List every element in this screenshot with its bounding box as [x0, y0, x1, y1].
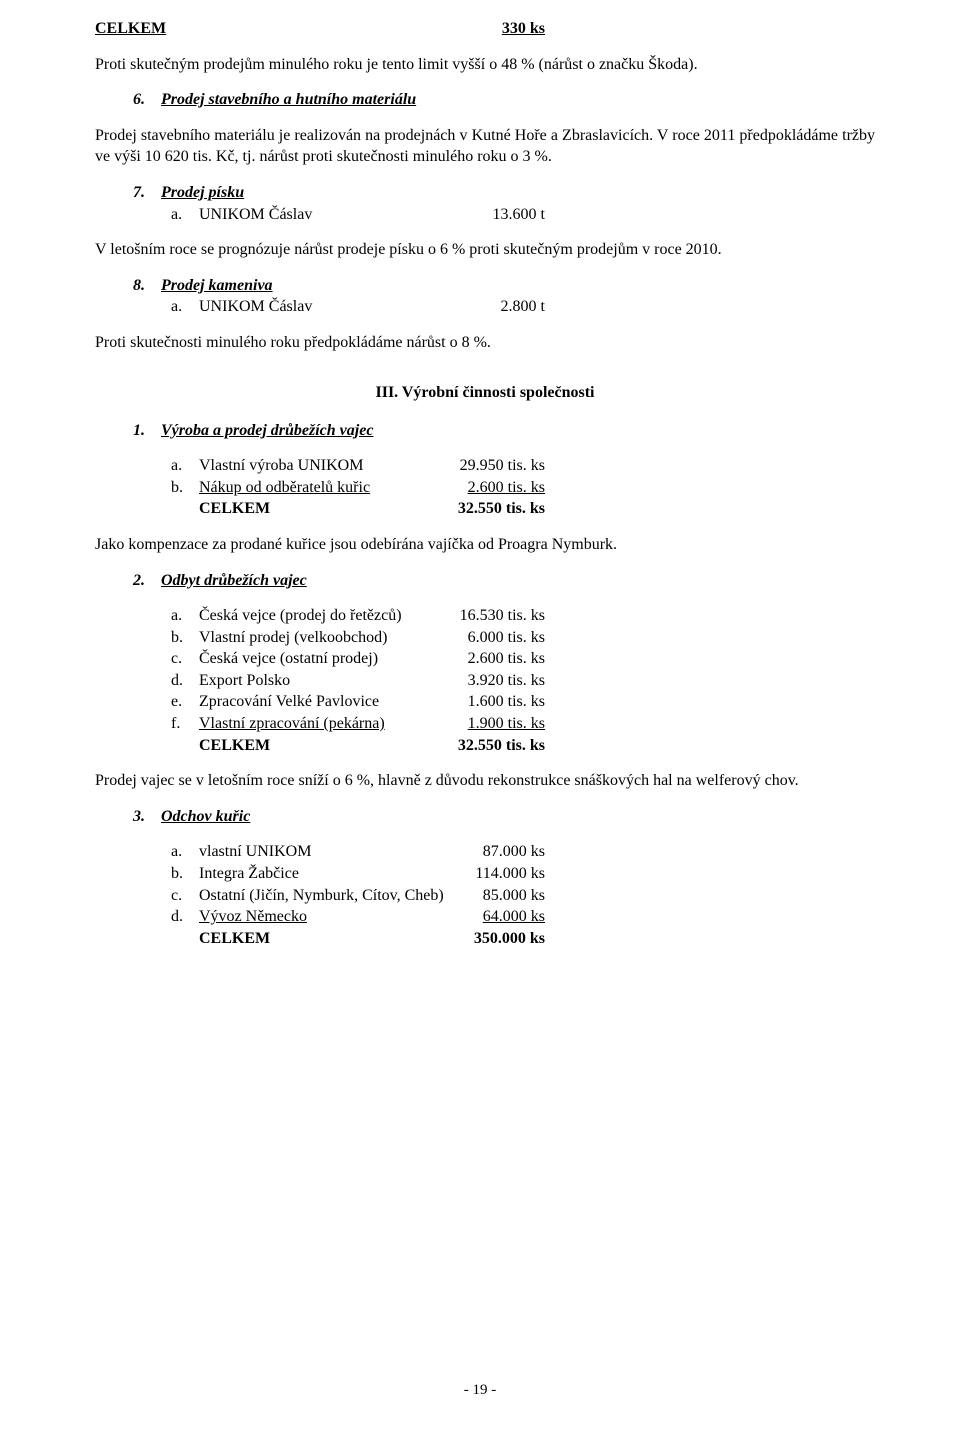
sub3-row-idx: c.: [171, 885, 199, 907]
sub1-title: Výroba a prodej drůbežích vajec: [161, 420, 373, 442]
sub1-total-value: 32.550 tis. ks: [458, 498, 545, 520]
sub2-row: d.Export Polsko 3.920 tis. ks: [171, 670, 875, 692]
sub3-total-value: 350.000 ks: [474, 928, 545, 950]
section-8-item-label: UNIKOM Čáslav: [199, 296, 312, 318]
sub1: 1. Výroba a prodej drůbežích vajec: [95, 420, 875, 442]
sub2: 2. Odbyt drůbežích vajec: [95, 570, 875, 592]
sub2-total-label: CELKEM: [199, 735, 270, 757]
sub3-row-label: Integra Žabčice: [199, 863, 299, 885]
sub1-row: b.Nákup od odběratelů kuřic 2.600 tis. ks: [171, 477, 875, 499]
sub1-row-idx: b.: [171, 477, 199, 499]
sub2-row-value: 16.530 tis. ks: [460, 605, 545, 627]
page-number: - 19 -: [0, 1382, 960, 1399]
section-8-num: 8.: [133, 275, 161, 297]
sub2-para: Prodej vajec se v letošním roce sníží o …: [95, 770, 875, 792]
sub2-row-label: Česká vejce (ostatní prodej): [199, 648, 378, 670]
sub2-row-idx: f.: [171, 713, 199, 735]
sub3-row: c.Ostatní (Jičín, Nymburk, Cítov, Cheb) 8…: [171, 885, 875, 907]
section-6-title: Prodej stavebního a hutního materiálu: [161, 89, 416, 111]
sub1-row-value: 2.600 tis. ks: [468, 477, 545, 499]
section-7: 7. Prodej písku: [95, 182, 875, 204]
sub2-row-label: Zpracování Velké Pavlovice: [199, 691, 379, 713]
sub3-row-label: Vývoz Německo: [199, 906, 307, 928]
sub3-row-idx: b.: [171, 863, 199, 885]
section-7-item-value: 13.600 t: [493, 204, 545, 226]
sub2-row-value: 1.600 tis. ks: [468, 691, 545, 713]
sub2-num: 2.: [133, 570, 161, 592]
sub2-row: e.Zpracování Velké Pavlovice 1.600 tis. k…: [171, 691, 875, 713]
sub1-row-value: 29.950 tis. ks: [460, 455, 545, 477]
sub2-row-idx: d.: [171, 670, 199, 692]
sub2-total: CELKEM 32.550 tis. ks: [171, 735, 875, 757]
top-total-value: 330 ks: [502, 18, 545, 40]
top-total-label: CELKEM: [95, 18, 166, 40]
sub1-total-label: CELKEM: [199, 498, 270, 520]
sub3-row-value: 114.000 ks: [475, 863, 545, 885]
sub1-row-label: Nákup od odběratelů kuřic: [199, 477, 370, 499]
section-6-para: Prodej stavebního materiálu je realizová…: [95, 125, 875, 168]
sub3-row-label: Ostatní (Jičín, Nymburk, Cítov, Cheb): [199, 885, 444, 907]
sub2-row: a.Česká vejce (prodej do řetězců) 16.530 …: [171, 605, 875, 627]
section-6: 6. Prodej stavebního a hutního materiálu: [95, 89, 875, 111]
section-7-items: a. UNIKOM Čáslav 13.600 t: [171, 204, 875, 226]
section-8-para: Proti skutečnosti minulého roku předpokl…: [95, 332, 875, 354]
sub2-row-value: 1.900 tis. ks: [468, 713, 545, 735]
sub1-total: CELKEM 32.550 tis. ks: [171, 498, 875, 520]
sub3-row-label: vlastní UNIKOM: [199, 841, 311, 863]
sub3-row-idx: a.: [171, 841, 199, 863]
sub2-row-label: Vlastní prodej (velkoobchod): [199, 627, 387, 649]
sub2-row-idx: e.: [171, 691, 199, 713]
sub3: 3. Odchov kuřic: [95, 806, 875, 828]
section-8: 8. Prodej kameniva: [95, 275, 875, 297]
sub1-row-label: Vlastní výroba UNIKOM: [199, 455, 363, 477]
sub2-row: b.Vlastní prodej (velkoobchod) 6.000 tis.…: [171, 627, 875, 649]
sub2-total-value: 32.550 tis. ks: [458, 735, 545, 757]
section-6-num: 6.: [133, 89, 161, 111]
sub2-row-idx: a.: [171, 605, 199, 627]
section-8-items: a. UNIKOM Čáslav 2.800 t: [171, 296, 875, 318]
sub2-row-label: Vlastní zpracování (pekárna): [199, 713, 385, 735]
sub1-row: a.Vlastní výroba UNIKOM 29.950 tis. ks: [171, 455, 875, 477]
sub2-row-label: Export Polsko: [199, 670, 290, 692]
sub3-row: a.vlastní UNIKOM 87.000 ks: [171, 841, 875, 863]
sub2-row: f.Vlastní zpracování (pekárna) 1.900 tis.…: [171, 713, 875, 735]
sub2-row-value: 2.600 tis. ks: [468, 648, 545, 670]
sub2-row-idx: c.: [171, 648, 199, 670]
sub3-total-label: CELKEM: [199, 928, 270, 950]
sub2-row: c.Česká vejce (ostatní prodej) 2.600 tis.…: [171, 648, 875, 670]
top-paragraph: Proti skutečným prodejům minulého roku j…: [95, 54, 875, 76]
sub2-title: Odbyt drůbežích vajec: [161, 570, 307, 592]
sub3-row: b.Integra Žabčice 114.000 ks: [171, 863, 875, 885]
section-7-title: Prodej písku: [161, 182, 244, 204]
section-7-item-label: UNIKOM Čáslav: [199, 204, 312, 226]
sub3-total: CELKEM 350.000 ks: [171, 928, 875, 950]
section-8-item-value: 2.800 t: [501, 296, 545, 318]
sub1-num: 1.: [133, 420, 161, 442]
section-7-para: V letošním roce se prognózuje nárůst pro…: [95, 239, 875, 261]
sub3-row-value: 85.000 ks: [483, 885, 545, 907]
sub3-row-idx: d.: [171, 906, 199, 928]
sub3-row: d.Vývoz Německo 64.000 ks: [171, 906, 875, 928]
sub3-row-value: 87.000 ks: [483, 841, 545, 863]
sub1-para: Jako kompenzace za prodané kuřice jsou o…: [95, 534, 875, 556]
sub2-row-value: 6.000 tis. ks: [468, 627, 545, 649]
section-8-title: Prodej kameniva: [161, 275, 273, 297]
sub2-row-value: 3.920 tis. ks: [468, 670, 545, 692]
sub2-rows: a.Česká vejce (prodej do řetězců) 16.530 …: [171, 605, 875, 735]
sub2-row-label: Česká vejce (prodej do řetězců): [199, 605, 402, 627]
sub3-rows: a.vlastní UNIKOM87.000 ksb.Integra Žabči…: [171, 841, 875, 927]
sub3-num: 3.: [133, 806, 161, 828]
sub3-title: Odchov kuřic: [161, 806, 250, 828]
section-7-item-idx: a.: [171, 204, 199, 226]
section-8-item-idx: a.: [171, 296, 199, 318]
sub1-rows: a.Vlastní výroba UNIKOM29.950 tis. ksb.N…: [171, 455, 875, 498]
sub3-row-value: 64.000 ks: [483, 906, 545, 928]
sub1-row-idx: a.: [171, 455, 199, 477]
top-total-line: CELKEM 330 ks: [95, 18, 875, 40]
section-7-num: 7.: [133, 182, 161, 204]
section-heading-3: III. Výrobní činnosti společnosti: [95, 384, 875, 402]
sub2-row-idx: b.: [171, 627, 199, 649]
document-page: CELKEM 330 ks Proti skutečným prodejům m…: [0, 0, 960, 1429]
